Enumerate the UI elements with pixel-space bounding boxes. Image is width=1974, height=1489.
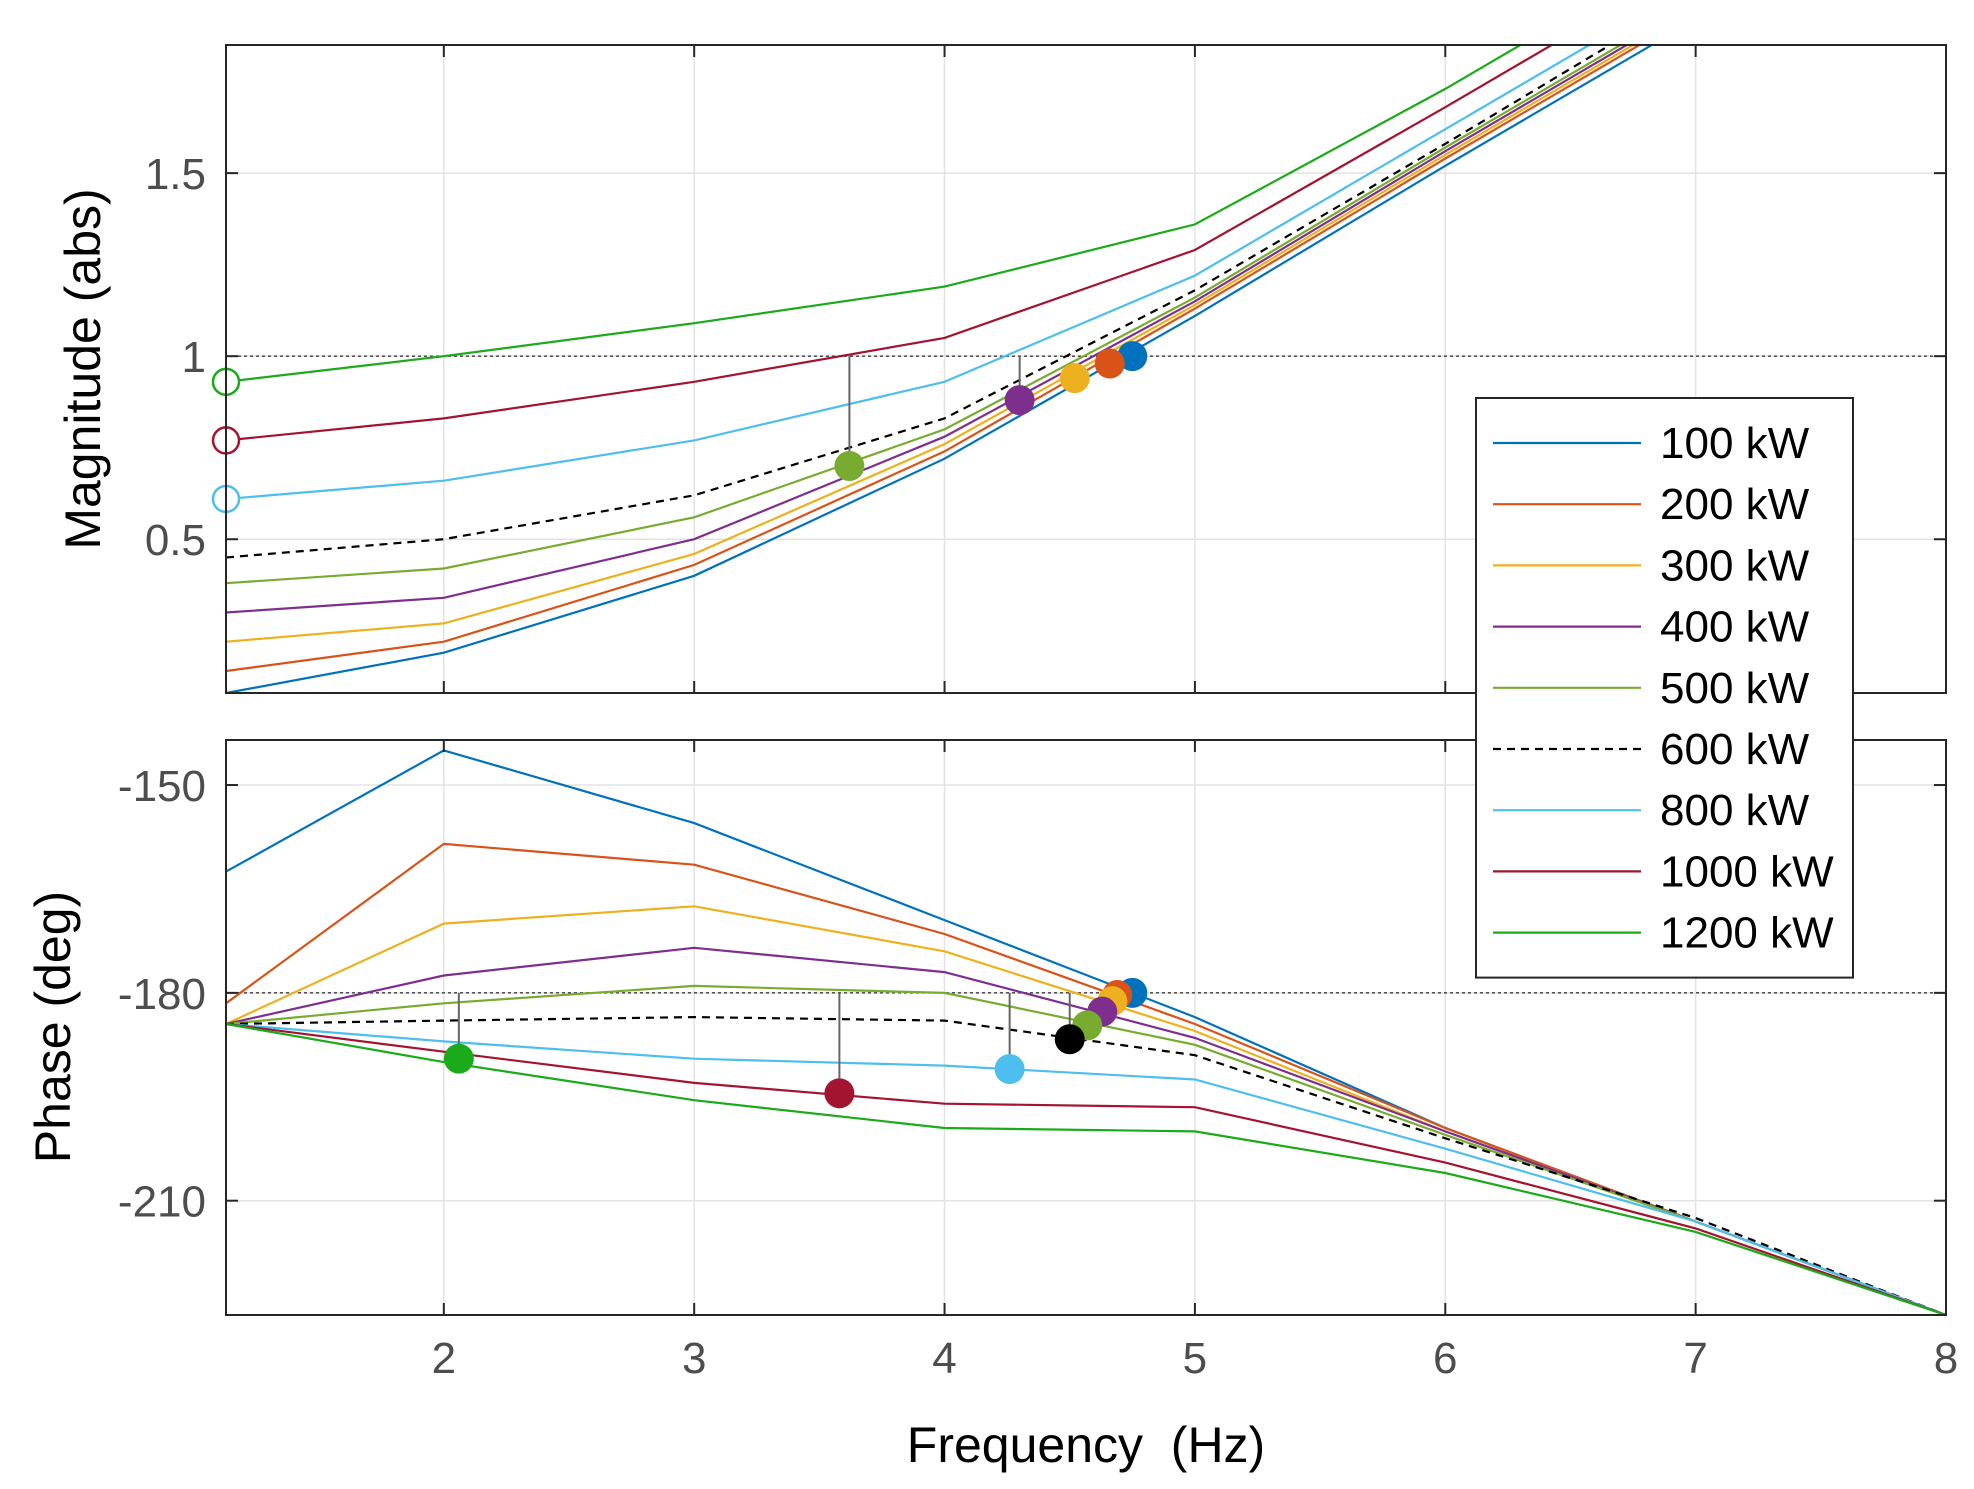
mag-filled-marker xyxy=(834,451,865,482)
magnitude-panel: 0.5 1 1.5 xyxy=(145,44,1947,694)
magnitude-axis-label: Magnitude (abs) xyxy=(55,188,111,549)
legend-label-600-kw: 600 kW xyxy=(1660,725,1810,774)
mag-series-400-kw xyxy=(226,45,1629,614)
mag-series-1000-kw xyxy=(226,45,1554,442)
mag-series-200-kw xyxy=(226,45,1642,673)
phase-filled-marker xyxy=(824,1078,855,1109)
mag-series-600-kw xyxy=(226,45,1613,559)
legend-label-1000-kw: 1000 kW xyxy=(1660,847,1834,896)
mag-frame xyxy=(225,44,1947,694)
mag-filled-marker xyxy=(1117,341,1148,372)
phase-y-tick-label: -180 xyxy=(118,970,206,1019)
mag-filled-marker xyxy=(1004,385,1035,416)
phase-series-1000-kw xyxy=(226,1022,1946,1315)
phase-filled-marker xyxy=(1054,1024,1085,1055)
legend-label-1200-kw: 1200 kW xyxy=(1660,909,1834,958)
legend-label-200-kw: 200 kW xyxy=(1660,480,1810,529)
legend-label-500-kw: 500 kW xyxy=(1660,664,1810,713)
x-tick-label: 8 xyxy=(1934,1334,1958,1383)
legend: 100 kW 200 kW 300 kW 400 kW 500 kW 600 kW 800 … xyxy=(1475,397,1854,979)
mag-filled-marker xyxy=(1059,363,1090,394)
mag-series-1200-kw xyxy=(226,45,1523,383)
x-tick-label: 7 xyxy=(1683,1334,1707,1383)
phase-y-tick-label: -150 xyxy=(118,762,206,811)
frequency-axis-label: Frequency (Hz) xyxy=(907,1417,1265,1473)
legend-label-300-kw: 300 kW xyxy=(1660,541,1810,590)
phase-filled-marker xyxy=(994,1054,1025,1085)
mag-series-100-kw xyxy=(226,45,1655,693)
mag-series-300-kw xyxy=(226,45,1636,643)
mag-filled-marker xyxy=(1094,348,1125,379)
mag-series-group xyxy=(226,45,1655,693)
x-tick-label: 4 xyxy=(932,1334,956,1383)
legend-label-100-kw: 100 kW xyxy=(1660,419,1810,468)
phase-series-800-kw xyxy=(226,1022,1946,1315)
x-tick-label: 2 xyxy=(432,1334,456,1383)
phase-frame xyxy=(225,739,1947,1316)
mag-y-tick-label: 0.5 xyxy=(145,516,206,565)
mag-y-tick-label: 1.5 xyxy=(145,150,206,199)
x-tick-label: 6 xyxy=(1433,1334,1457,1383)
phase-y-tick-label: -210 xyxy=(118,1178,206,1227)
legend-label-400-kw: 400 kW xyxy=(1660,603,1810,652)
mag-y-tick-label: 1 xyxy=(182,333,206,382)
mag-series-500-kw xyxy=(226,45,1623,585)
legend-label-800-kw: 800 kW xyxy=(1660,786,1810,835)
x-tick-label: 3 xyxy=(682,1334,706,1383)
phase-axis-label: Phase (deg) xyxy=(25,891,81,1163)
mag-series-800-kw xyxy=(226,45,1592,501)
phase-series-1200-kw xyxy=(226,1022,1946,1315)
x-tick-label: 5 xyxy=(1183,1334,1207,1383)
phase-series-group xyxy=(226,749,1946,1315)
phase-filled-marker xyxy=(443,1043,474,1074)
